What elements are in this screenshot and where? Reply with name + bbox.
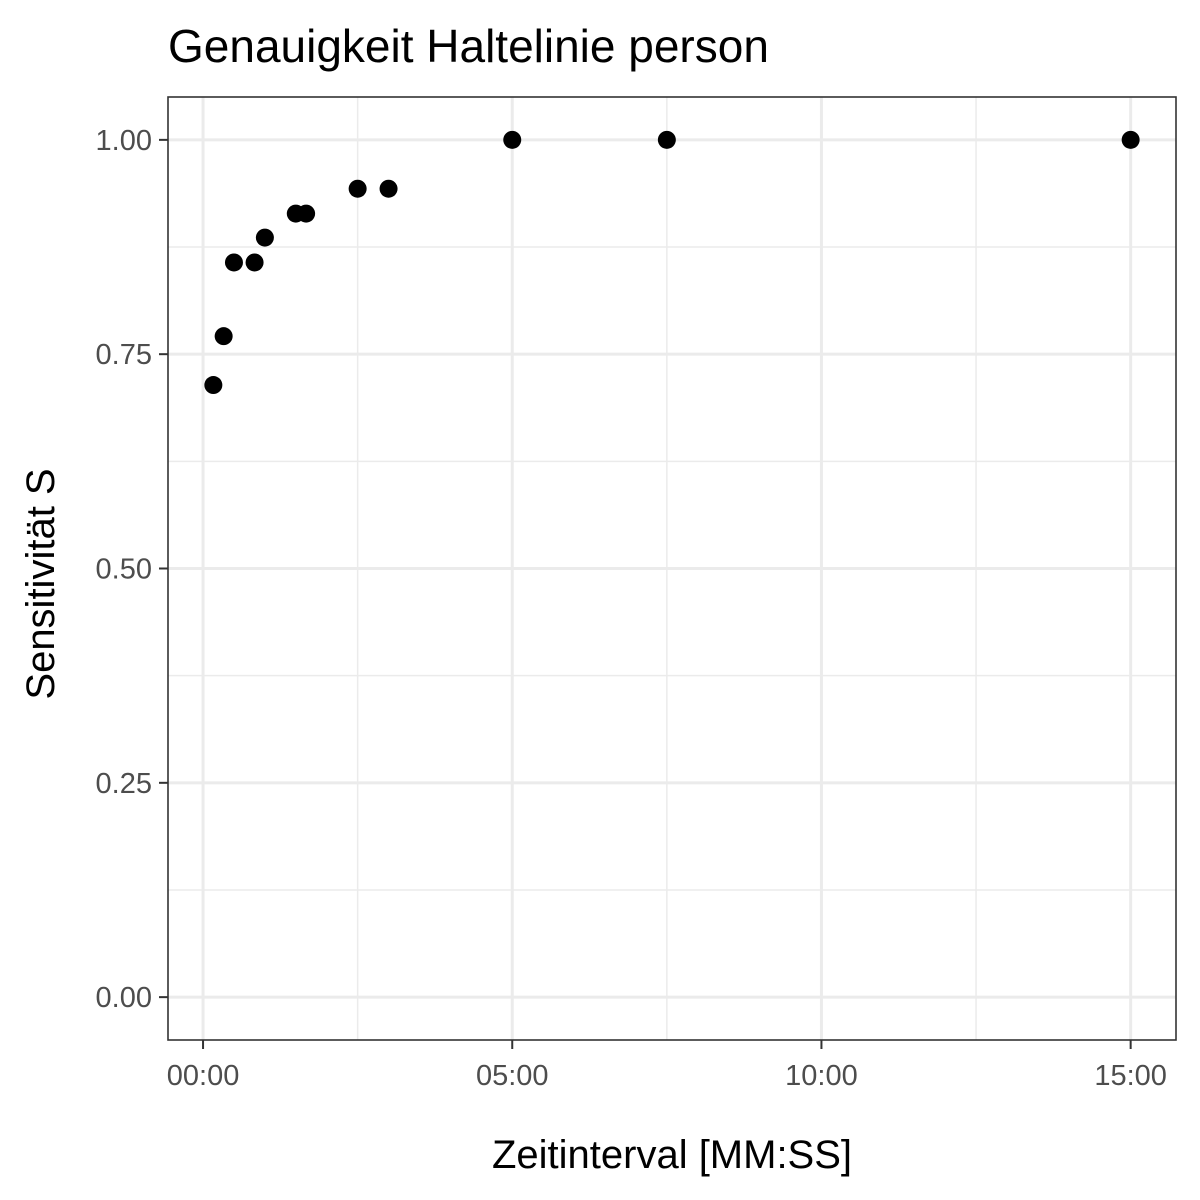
y-tick-label: 0.00 <box>96 982 152 1014</box>
data-point <box>214 327 233 346</box>
x-tick-label: 10:00 <box>785 1060 858 1092</box>
chart-title: Genauigkeit Haltelinie person <box>168 20 769 72</box>
y-tick-label: 1.00 <box>96 125 152 157</box>
data-point <box>255 228 274 247</box>
y-tick-label: 0.75 <box>96 339 152 371</box>
data-point <box>204 376 223 395</box>
y-tick-label: 0.50 <box>96 554 152 586</box>
data-point <box>348 179 367 198</box>
y-axis-title: Sensitivität S <box>19 468 63 699</box>
y-tick-label: 0.25 <box>96 768 152 800</box>
y-axis: 0.00 0.25 0.50 0.75 1.00 <box>96 125 168 1014</box>
data-point <box>245 253 264 272</box>
data-points <box>204 130 1140 395</box>
data-point <box>297 204 316 223</box>
x-axis: 00:00 05:00 10:00 15:00 <box>167 1040 1167 1092</box>
x-tick-label: 05:00 <box>476 1060 549 1092</box>
data-point <box>224 253 243 272</box>
data-point <box>379 179 398 198</box>
data-point <box>503 130 522 149</box>
x-axis-title: Zeitinterval [MM:SS] <box>492 1133 852 1177</box>
data-point <box>1121 130 1140 149</box>
x-tick-label: 15:00 <box>1094 1060 1167 1092</box>
x-tick-label: 00:00 <box>167 1060 240 1092</box>
major-gridlines <box>168 97 1176 1040</box>
data-point <box>657 130 676 149</box>
